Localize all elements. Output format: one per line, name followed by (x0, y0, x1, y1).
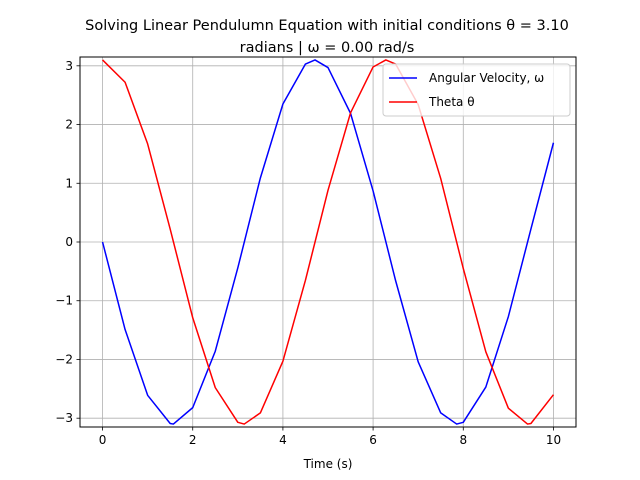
y-tick-label: −2 (55, 352, 73, 366)
series-lines (101, 59, 555, 425)
legend-box (382, 63, 571, 117)
x-tick-label: 2 (189, 433, 197, 447)
x-tick-label: 10 (546, 433, 561, 447)
axis-ticks: 0 2 4 6 8 10 −3 −2 −1 0 1 2 3 (55, 59, 561, 447)
y-tick-label: −3 (55, 411, 73, 425)
x-tick-label: 4 (279, 433, 287, 447)
x-tick-label: 6 (369, 433, 377, 447)
chart-title-line-1: Solving Linear Pendulumn Equation with i… (85, 18, 569, 34)
y-tick-label: 2 (65, 118, 73, 132)
legend: Angular Velocity, ω Theta θ (382, 63, 571, 117)
y-tick-label: 1 (65, 176, 73, 190)
theta-line (102, 59, 555, 425)
y-tick-label: 3 (65, 59, 73, 73)
y-tick-label: −1 (55, 294, 73, 308)
chart-title-line-2: radians | ω = 0.00 rad/s (240, 40, 415, 56)
x-axis-label: Time (s) (303, 457, 353, 471)
legend-label-theta: Theta θ (428, 95, 475, 109)
x-tick-label: 0 (99, 433, 107, 447)
grid-lines (80, 57, 576, 427)
y-tick-label: 0 (65, 235, 73, 249)
angular-velocity-line (101, 59, 555, 425)
legend-label-angular-velocity: Angular Velocity, ω (429, 71, 544, 85)
x-tick-label: 8 (459, 433, 467, 447)
